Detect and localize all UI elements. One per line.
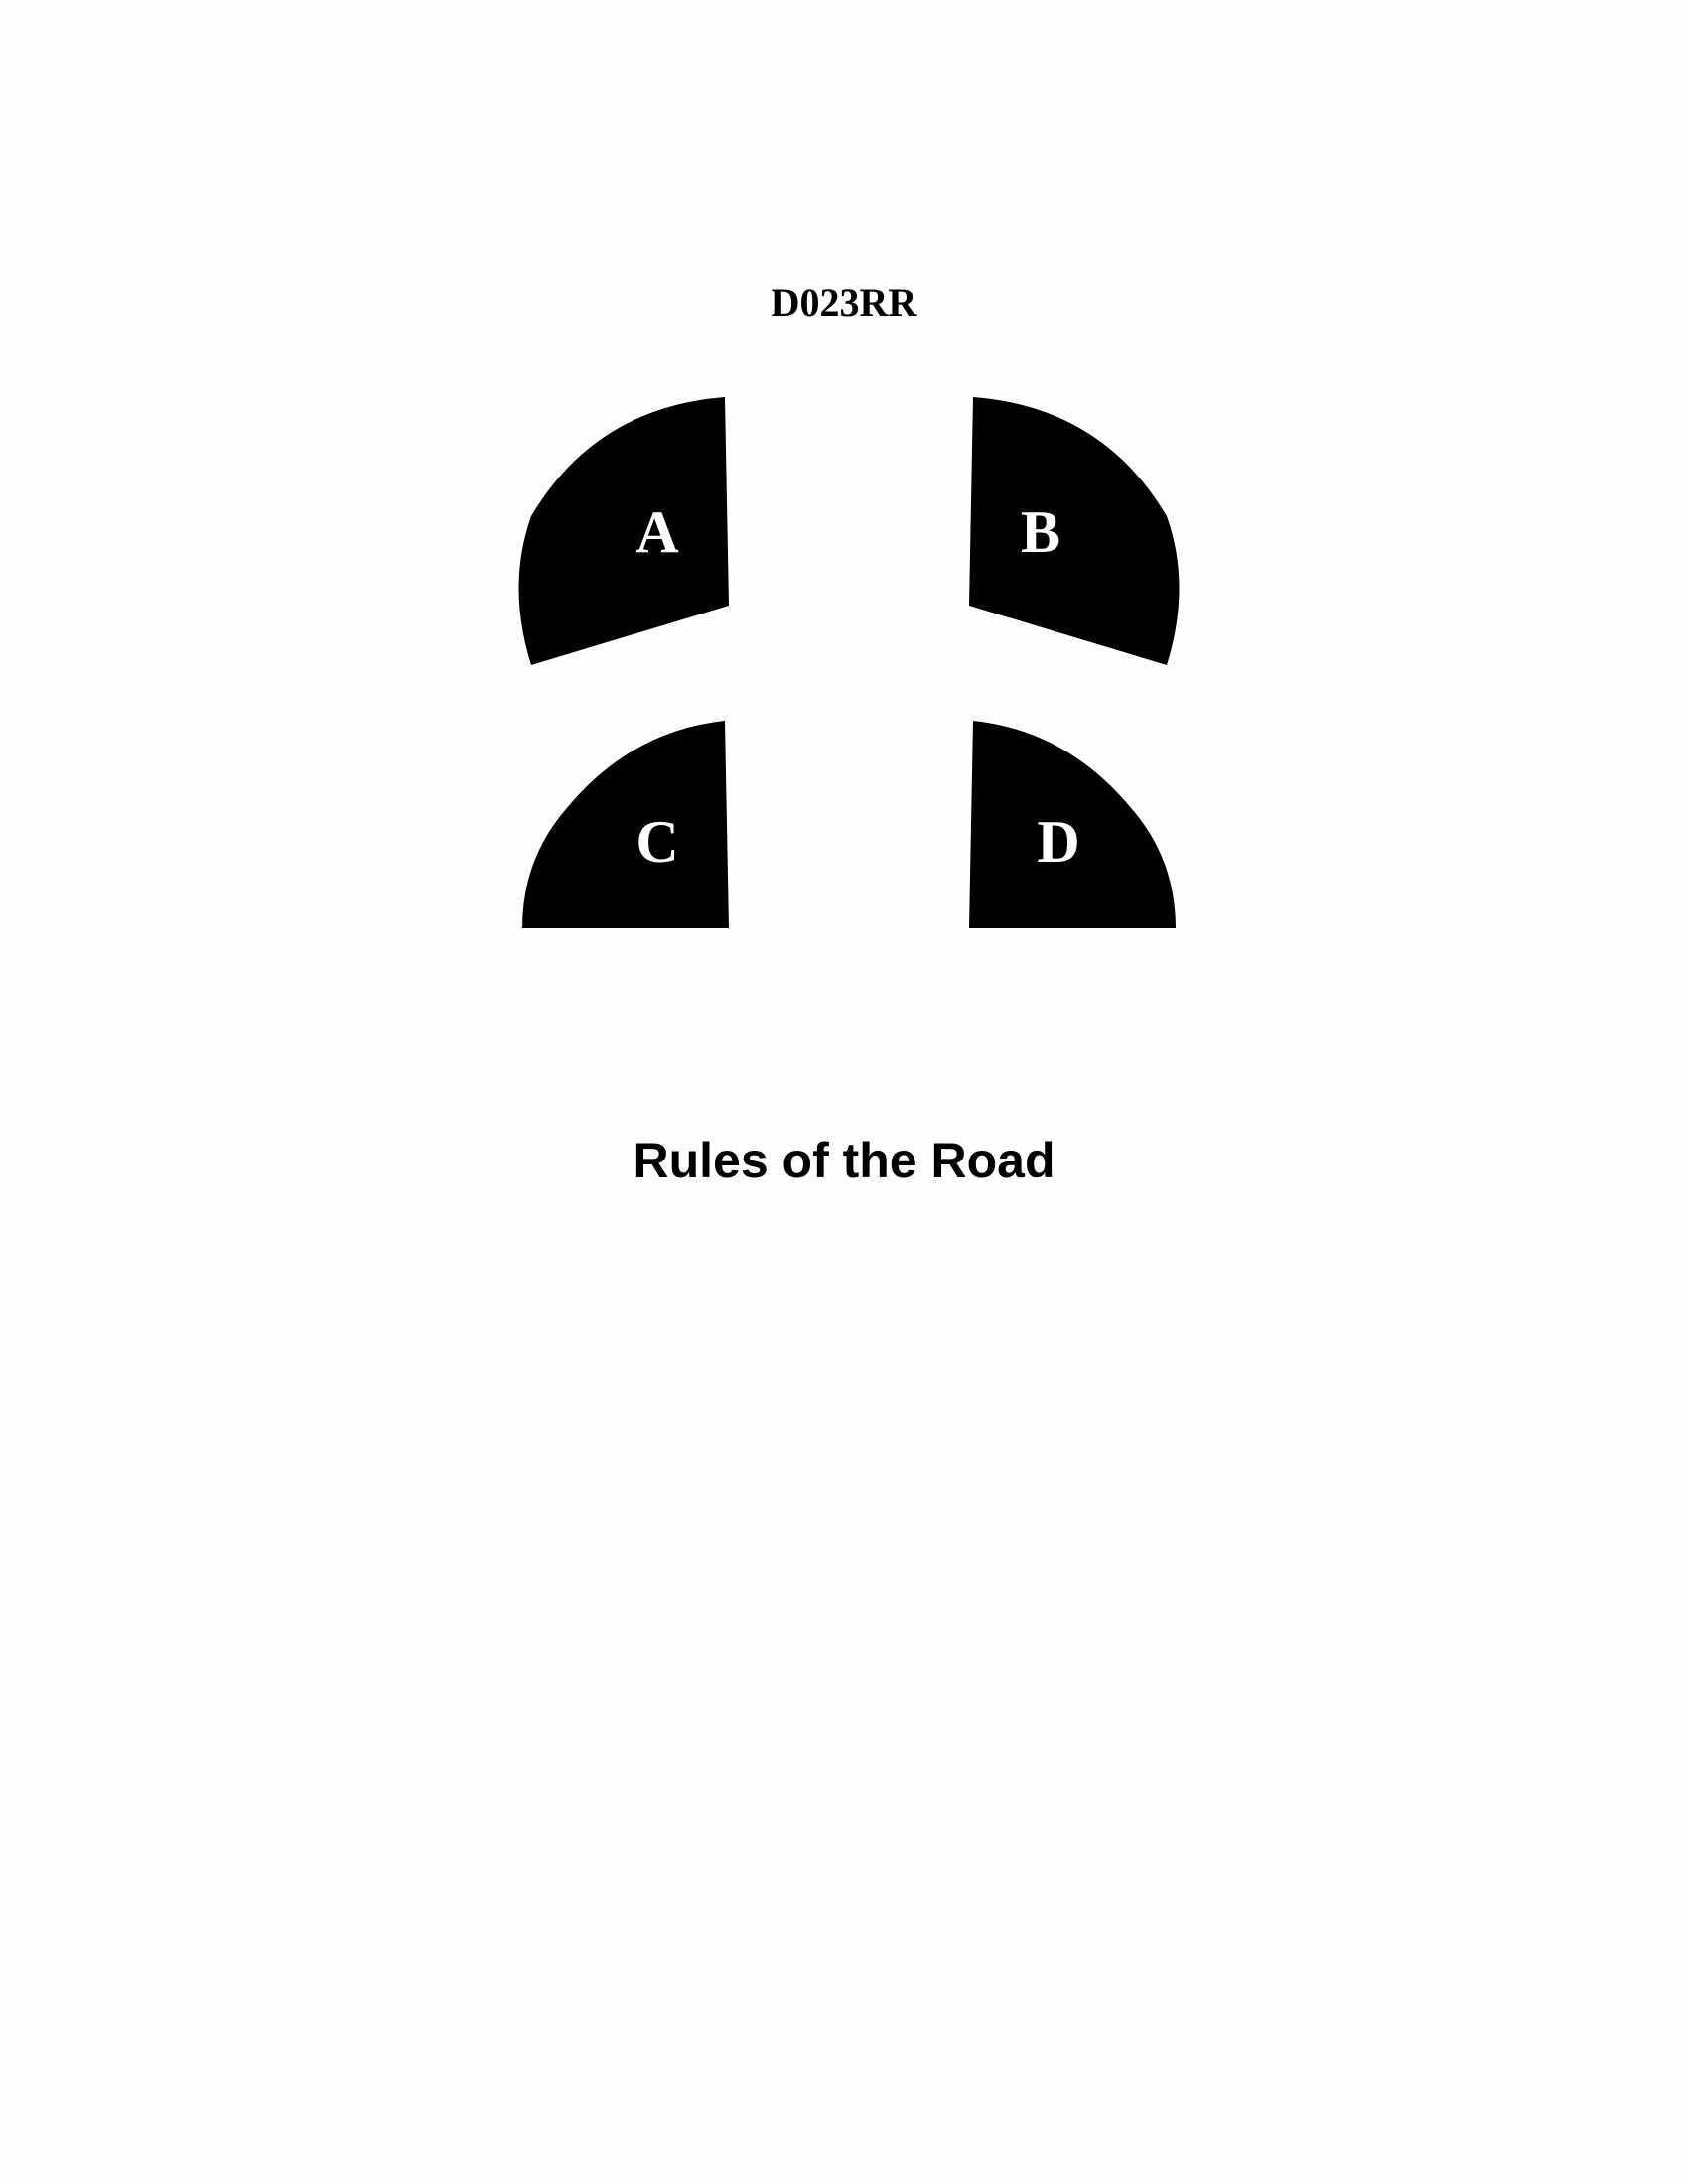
sector-b [969, 397, 1180, 665]
sector-d-label: D [1037, 809, 1079, 875]
diagram-id: D023RR [772, 280, 918, 325]
sector-d [969, 721, 1176, 928]
sector-c-label: C [635, 809, 678, 875]
sector-a [518, 397, 729, 665]
sector-c [522, 721, 729, 928]
sector-a-label: A [635, 499, 678, 565]
sector-b-label: B [1021, 499, 1060, 565]
block-diagram: D023RR A B C D [518, 280, 1180, 928]
page-title: Rules of the Road [633, 1133, 1055, 1188]
